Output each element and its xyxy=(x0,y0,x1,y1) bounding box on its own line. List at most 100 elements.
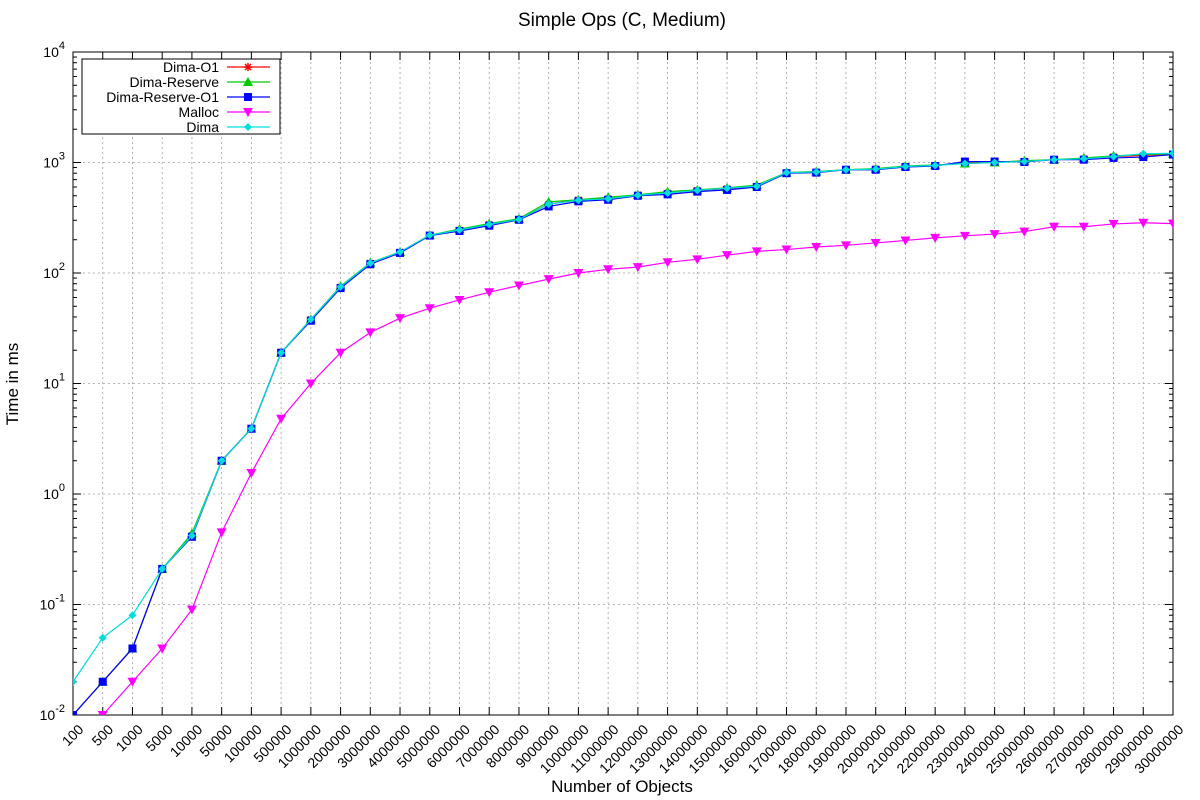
data-point xyxy=(277,348,286,357)
data-point xyxy=(246,468,257,478)
data-point xyxy=(901,162,910,171)
series-dima xyxy=(73,149,1173,686)
data-point xyxy=(127,677,138,687)
series-line xyxy=(73,153,1173,715)
data-point xyxy=(425,231,434,240)
data-point xyxy=(840,241,851,251)
data-point xyxy=(395,314,406,324)
data-point xyxy=(633,191,642,200)
data-point xyxy=(396,247,405,256)
data-point xyxy=(276,414,287,424)
legend-marker xyxy=(243,77,253,86)
y-tick-base: 10 xyxy=(43,44,59,60)
data-point xyxy=(960,159,969,168)
data-point xyxy=(692,255,703,265)
legend: Dima-O1Dima-ReserveDima-Reserve-O1Malloc… xyxy=(81,58,281,135)
y-tick-base: 10 xyxy=(43,265,59,281)
y-tick-label: 10-1 xyxy=(40,593,65,613)
data-point xyxy=(722,251,733,261)
data-point xyxy=(1109,152,1118,161)
legend-label: Dima-O1 xyxy=(163,59,219,75)
series-layer xyxy=(73,148,1173,715)
data-point xyxy=(1168,219,1173,229)
data-point xyxy=(782,168,791,177)
y-tick-label: 104 xyxy=(43,40,65,60)
y-tick-label: 10-2 xyxy=(40,703,65,723)
data-point xyxy=(1079,154,1088,163)
legend-marker xyxy=(244,63,252,71)
y-tick-exponent: -2 xyxy=(55,703,65,715)
x-tick-label: 500 xyxy=(88,721,116,749)
data-point xyxy=(98,633,107,642)
data-point xyxy=(900,236,911,246)
series-line xyxy=(73,152,1173,683)
data-point xyxy=(1169,149,1173,158)
y-tick-base: 10 xyxy=(40,597,56,613)
data-point xyxy=(1050,155,1059,164)
data-point xyxy=(424,304,435,314)
y-tick-base: 10 xyxy=(43,155,59,171)
data-point xyxy=(514,215,523,224)
series-line xyxy=(101,222,1173,715)
data-point xyxy=(336,282,345,291)
y-tick-label: 103 xyxy=(43,151,65,171)
legend-label: Dima-Reserve xyxy=(130,74,220,90)
series-malloc xyxy=(97,218,1173,715)
legend-label: Malloc xyxy=(179,104,219,120)
data-point xyxy=(365,328,376,338)
legend-marker xyxy=(244,123,252,131)
y-tick-label: 101 xyxy=(43,372,65,392)
data-point xyxy=(366,259,375,268)
y-tick-base: 10 xyxy=(43,486,59,502)
data-point xyxy=(455,225,464,234)
data-point xyxy=(158,564,167,573)
y-tick-exponent: 2 xyxy=(59,261,65,273)
data-point xyxy=(1078,222,1089,232)
data-point xyxy=(989,230,1000,240)
data-point xyxy=(73,677,77,686)
x-tick-label: 1000 xyxy=(113,721,146,754)
data-point xyxy=(751,247,762,257)
data-point xyxy=(990,158,999,167)
series-line xyxy=(73,153,1173,715)
data-point xyxy=(98,677,107,686)
data-point xyxy=(186,605,197,615)
data-point xyxy=(632,263,643,273)
data-point xyxy=(454,295,465,305)
data-point xyxy=(157,644,168,654)
y-tick-base: 10 xyxy=(40,707,56,723)
data-point xyxy=(781,245,792,255)
data-point xyxy=(871,165,880,174)
star-stroke xyxy=(244,63,252,71)
y-tick-exponent: 3 xyxy=(59,151,65,163)
data-point xyxy=(217,456,226,465)
y-axis-label: Time in ms xyxy=(3,343,22,426)
y-tick-label: 100 xyxy=(43,482,65,502)
legend-marker xyxy=(243,108,253,117)
series-dima-reserve xyxy=(73,148,1173,715)
data-point xyxy=(73,711,77,715)
data-point xyxy=(247,424,256,433)
data-point xyxy=(841,165,850,174)
x-axis-label: Number of Objects xyxy=(551,777,693,796)
data-point xyxy=(573,269,584,278)
data-point xyxy=(574,196,583,205)
data-point xyxy=(752,182,761,191)
data-point xyxy=(959,231,970,241)
data-point xyxy=(1020,157,1029,166)
data-point xyxy=(693,186,702,195)
y-tick-exponent: -1 xyxy=(55,593,65,605)
chart-title: Simple Ops (C, Medium) xyxy=(518,10,726,31)
data-point xyxy=(544,200,553,209)
series-dima-reserve-o1 xyxy=(73,150,1173,715)
data-point xyxy=(128,644,137,653)
data-point xyxy=(1019,227,1030,237)
data-point xyxy=(543,275,554,285)
data-point xyxy=(1049,222,1060,232)
data-point xyxy=(97,711,108,715)
data-point xyxy=(485,220,494,229)
data-point xyxy=(931,161,940,170)
